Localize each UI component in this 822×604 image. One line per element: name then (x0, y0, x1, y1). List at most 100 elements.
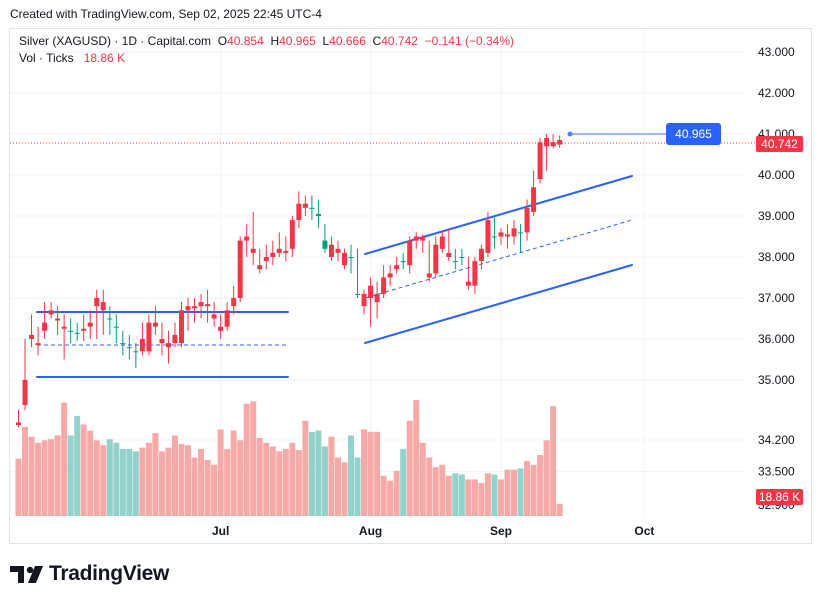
high-price-tag: 40.965 (666, 123, 721, 145)
candle-body (491, 236, 497, 238)
volume-bar (204, 459, 211, 516)
price-axis-label: 33.500 (758, 465, 795, 479)
high-label: H (270, 34, 280, 48)
price-axis-label: 39.000 (758, 209, 795, 223)
close-value: 40.742 (381, 34, 418, 48)
tradingview-brand[interactable]: TradingView (10, 562, 169, 586)
volume-bar (426, 457, 433, 516)
candle-body (126, 347, 132, 349)
candle-body (342, 252, 347, 266)
volume-bar (237, 440, 244, 516)
close-label: C (372, 34, 382, 48)
candle-body (472, 261, 478, 286)
price-axis-label: 40.000 (758, 168, 795, 182)
volume-bar (230, 430, 237, 516)
candle-body (413, 236, 419, 241)
volume-bar (87, 430, 94, 516)
volume-bar (302, 420, 309, 516)
candle-body (407, 240, 413, 266)
change-value: −0.141 (−0.34%) (424, 34, 514, 48)
candle-body (400, 261, 406, 263)
candle-body (439, 236, 445, 249)
price-axis-label: 43.000 (758, 45, 795, 59)
volume-bar (224, 448, 231, 516)
candle-body (133, 351, 139, 353)
candle-body (113, 326, 119, 328)
candle-body (107, 318, 113, 320)
candle-body (309, 207, 315, 209)
candle-body (524, 207, 530, 233)
last-price-tag: 40.742 (756, 136, 803, 152)
candle-body (68, 330, 74, 332)
high-marker-dot (567, 131, 573, 137)
volume-bar (354, 457, 361, 516)
volume-bar (432, 467, 439, 516)
candle-body (48, 310, 54, 315)
volume-bar (289, 442, 296, 516)
candle-body (394, 265, 400, 270)
volume-bars (15, 400, 563, 516)
candle-body (296, 203, 302, 221)
candle-body (218, 326, 224, 331)
candle-body (185, 306, 191, 311)
volume-bar (80, 424, 87, 516)
candle-body (257, 265, 263, 270)
price-axis-label: 42.000 (758, 86, 795, 100)
price-axis-label: 37.000 (758, 291, 795, 305)
volume-bar (256, 437, 263, 516)
volume-bar (465, 479, 472, 516)
chart-svg[interactable]: 43.00042.00041.00040.00039.00038.00037.0… (10, 29, 813, 545)
candle-body (22, 380, 28, 405)
volume-bar (295, 450, 302, 516)
volume-bar (67, 435, 74, 516)
candle-body (146, 322, 152, 352)
volume-bar (28, 436, 35, 516)
low-label: L (322, 34, 330, 48)
volume-bar (269, 446, 276, 516)
volume-bar (517, 468, 524, 516)
channel-mid-line (364, 219, 633, 299)
candle-body (485, 220, 491, 253)
candle-body (270, 252, 276, 257)
time-axis-label: Aug (359, 524, 382, 538)
time-axis-label: Sep (490, 524, 512, 538)
volume-bar (524, 461, 531, 516)
volume-label[interactable]: Vol · Ticks (19, 51, 74, 65)
volume-bar (504, 469, 511, 516)
candle-body (544, 138, 550, 147)
volume-bar (367, 431, 374, 516)
volume-bar (100, 445, 107, 516)
symbol-label[interactable]: Silver (XAGUSD) · 1D · Capital.com (19, 34, 212, 48)
price-axis-label: 35.000 (758, 373, 795, 387)
volume-bar (419, 442, 426, 516)
candle-body (459, 257, 465, 258)
volume-bar (491, 474, 498, 516)
candle-body (557, 139, 563, 145)
volume-bar (61, 402, 68, 516)
volume-bar (74, 415, 81, 516)
candle-body (152, 322, 158, 327)
volume-bar (406, 420, 413, 516)
candle-body (531, 187, 537, 212)
candle-body (100, 302, 106, 311)
price-axis-label: 34.200 (758, 433, 795, 447)
candle-body (55, 318, 61, 321)
volume-bar (471, 479, 478, 516)
candle-body (355, 293, 361, 295)
candle-body (498, 232, 504, 237)
candle-body (192, 306, 198, 309)
candle-body (426, 273, 432, 278)
candle-body (537, 142, 543, 180)
volume-bar (243, 403, 250, 516)
candle-body (16, 422, 21, 425)
candle-body (263, 257, 269, 262)
time-axis-label: Jul (212, 524, 229, 538)
volume-bar (282, 448, 289, 516)
volume-bar (211, 464, 218, 516)
volume-bar (35, 442, 42, 516)
candle-body (374, 293, 380, 303)
chart-frame[interactable]: 43.000 42.000 41.000 40.000 39.000 38.000 37.0… (9, 28, 812, 544)
candle-body (478, 248, 484, 262)
volume-bar (550, 406, 557, 516)
candle-body (518, 232, 524, 234)
